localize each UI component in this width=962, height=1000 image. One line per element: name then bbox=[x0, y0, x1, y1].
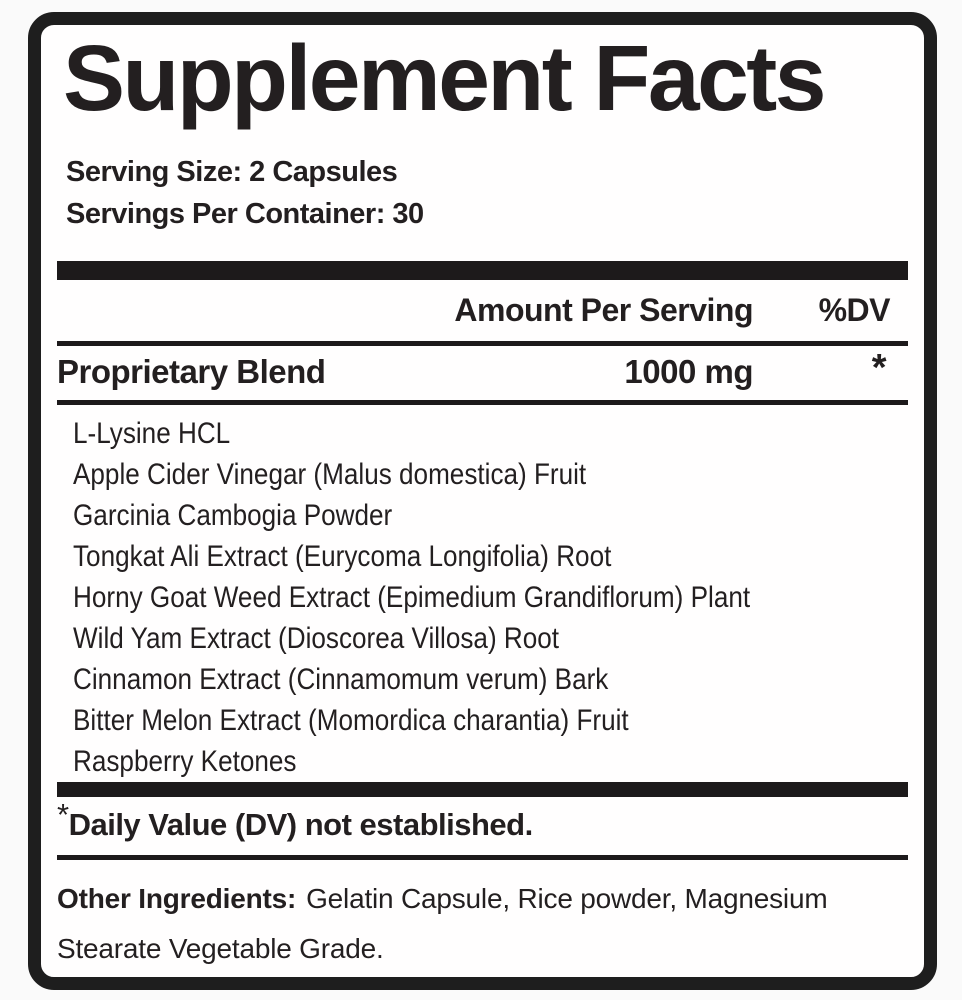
list-item: L-Lysine HCL bbox=[73, 417, 231, 450]
other-ingredients-heading: Other Ingredients: bbox=[57, 883, 297, 914]
list-item: Horny Goat Weed Extract (Epimedium Grand… bbox=[73, 581, 751, 614]
servings-per-container: Servings Per Container: 30 bbox=[66, 198, 424, 230]
other-ingredients-text: Gelatin Capsule, Rice powder, Magnesium … bbox=[57, 883, 828, 964]
serving-size: Serving Size: 2 Capsules bbox=[66, 156, 398, 188]
list-item: Bitter Melon Extract (Momordica charanti… bbox=[73, 704, 629, 737]
divider-bar-top bbox=[57, 261, 908, 280]
supplement-facts-panel: Supplement Facts Serving Size: 2 Capsule… bbox=[28, 12, 937, 990]
list-item: Garcinia Cambogia Powder bbox=[73, 499, 393, 532]
ingredient-list: L-Lysine HCL Apple Cider Vinegar (Malus … bbox=[57, 413, 908, 782]
blend-dv-asterisk: * bbox=[871, 347, 887, 389]
percent-dv-header: %DV bbox=[818, 292, 891, 328]
list-item: Cinnamon Extract (Cinnamomum verum) Bark bbox=[73, 663, 609, 696]
daily-value-footnote: *Daily Value (DV) not established. bbox=[57, 797, 908, 855]
blend-name: Proprietary Blend bbox=[57, 353, 326, 390]
other-ingredients: Other Ingredients: Gelatin Capsule, Rice … bbox=[57, 860, 908, 974]
divider-bar-bottom bbox=[57, 782, 908, 797]
list-item: Raspberry Ketones bbox=[73, 745, 297, 778]
amount-per-serving-header: Amount Per Serving bbox=[454, 292, 753, 328]
proprietary-blend-row: Proprietary Blend 1000 mg * bbox=[57, 346, 908, 400]
header-rule bbox=[57, 341, 908, 346]
footnote-asterisk: * bbox=[57, 797, 69, 832]
list-item: Tongkat Ali Extract (Eurycoma Longifolia… bbox=[73, 540, 612, 573]
footnote-text: Daily Value (DV) not established. bbox=[68, 807, 534, 842]
blend-amount: 1000 mg bbox=[624, 353, 753, 390]
column-header-row: Amount Per Serving %DV bbox=[57, 280, 908, 341]
footnote-rule bbox=[57, 855, 908, 860]
blend-rule bbox=[57, 400, 908, 405]
panel-title: Supplement Facts bbox=[63, 26, 827, 130]
list-item: Wild Yam Extract (Dioscorea Villosa) Roo… bbox=[73, 622, 560, 655]
list-item: Apple Cider Vinegar (Malus domestica) Fr… bbox=[73, 458, 587, 491]
serving-info: Serving Size: 2 Capsules Servings Per Co… bbox=[57, 151, 908, 235]
